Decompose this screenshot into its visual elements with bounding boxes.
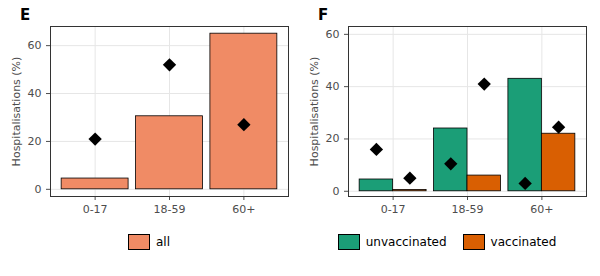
html-text:F: F — [318, 6, 329, 24]
svg-text:20: 20 — [326, 132, 340, 145]
html-text:all: all — [156, 235, 170, 249]
svg-text:60: 60 — [28, 39, 42, 52]
svg-text:Hospitalisations (%): Hospitalisations (%) — [308, 57, 321, 167]
svg-text:0: 0 — [35, 183, 42, 196]
svg-text:60: 60 — [326, 28, 340, 41]
svg-text:Hospitalisations (%): Hospitalisations (%) — [10, 57, 23, 167]
svg-text:0: 0 — [333, 185, 340, 198]
svg-text:60+: 60+ — [530, 203, 553, 216]
svg-text:0-17: 0-17 — [83, 203, 108, 216]
html-text:unvaccinated: unvaccinated — [365, 235, 447, 249]
svg-text:18-59: 18-59 — [154, 203, 186, 216]
html-text:E: E — [20, 6, 31, 24]
svg-text:40: 40 — [326, 80, 340, 93]
svg-text:20: 20 — [28, 135, 42, 148]
svg-text:18-59: 18-59 — [452, 203, 484, 216]
svg-text:0-17: 0-17 — [381, 203, 406, 216]
svg-text:40: 40 — [28, 87, 42, 100]
svg-text:60+: 60+ — [232, 203, 255, 216]
html-text:vaccinated: vaccinated — [490, 235, 557, 249]
